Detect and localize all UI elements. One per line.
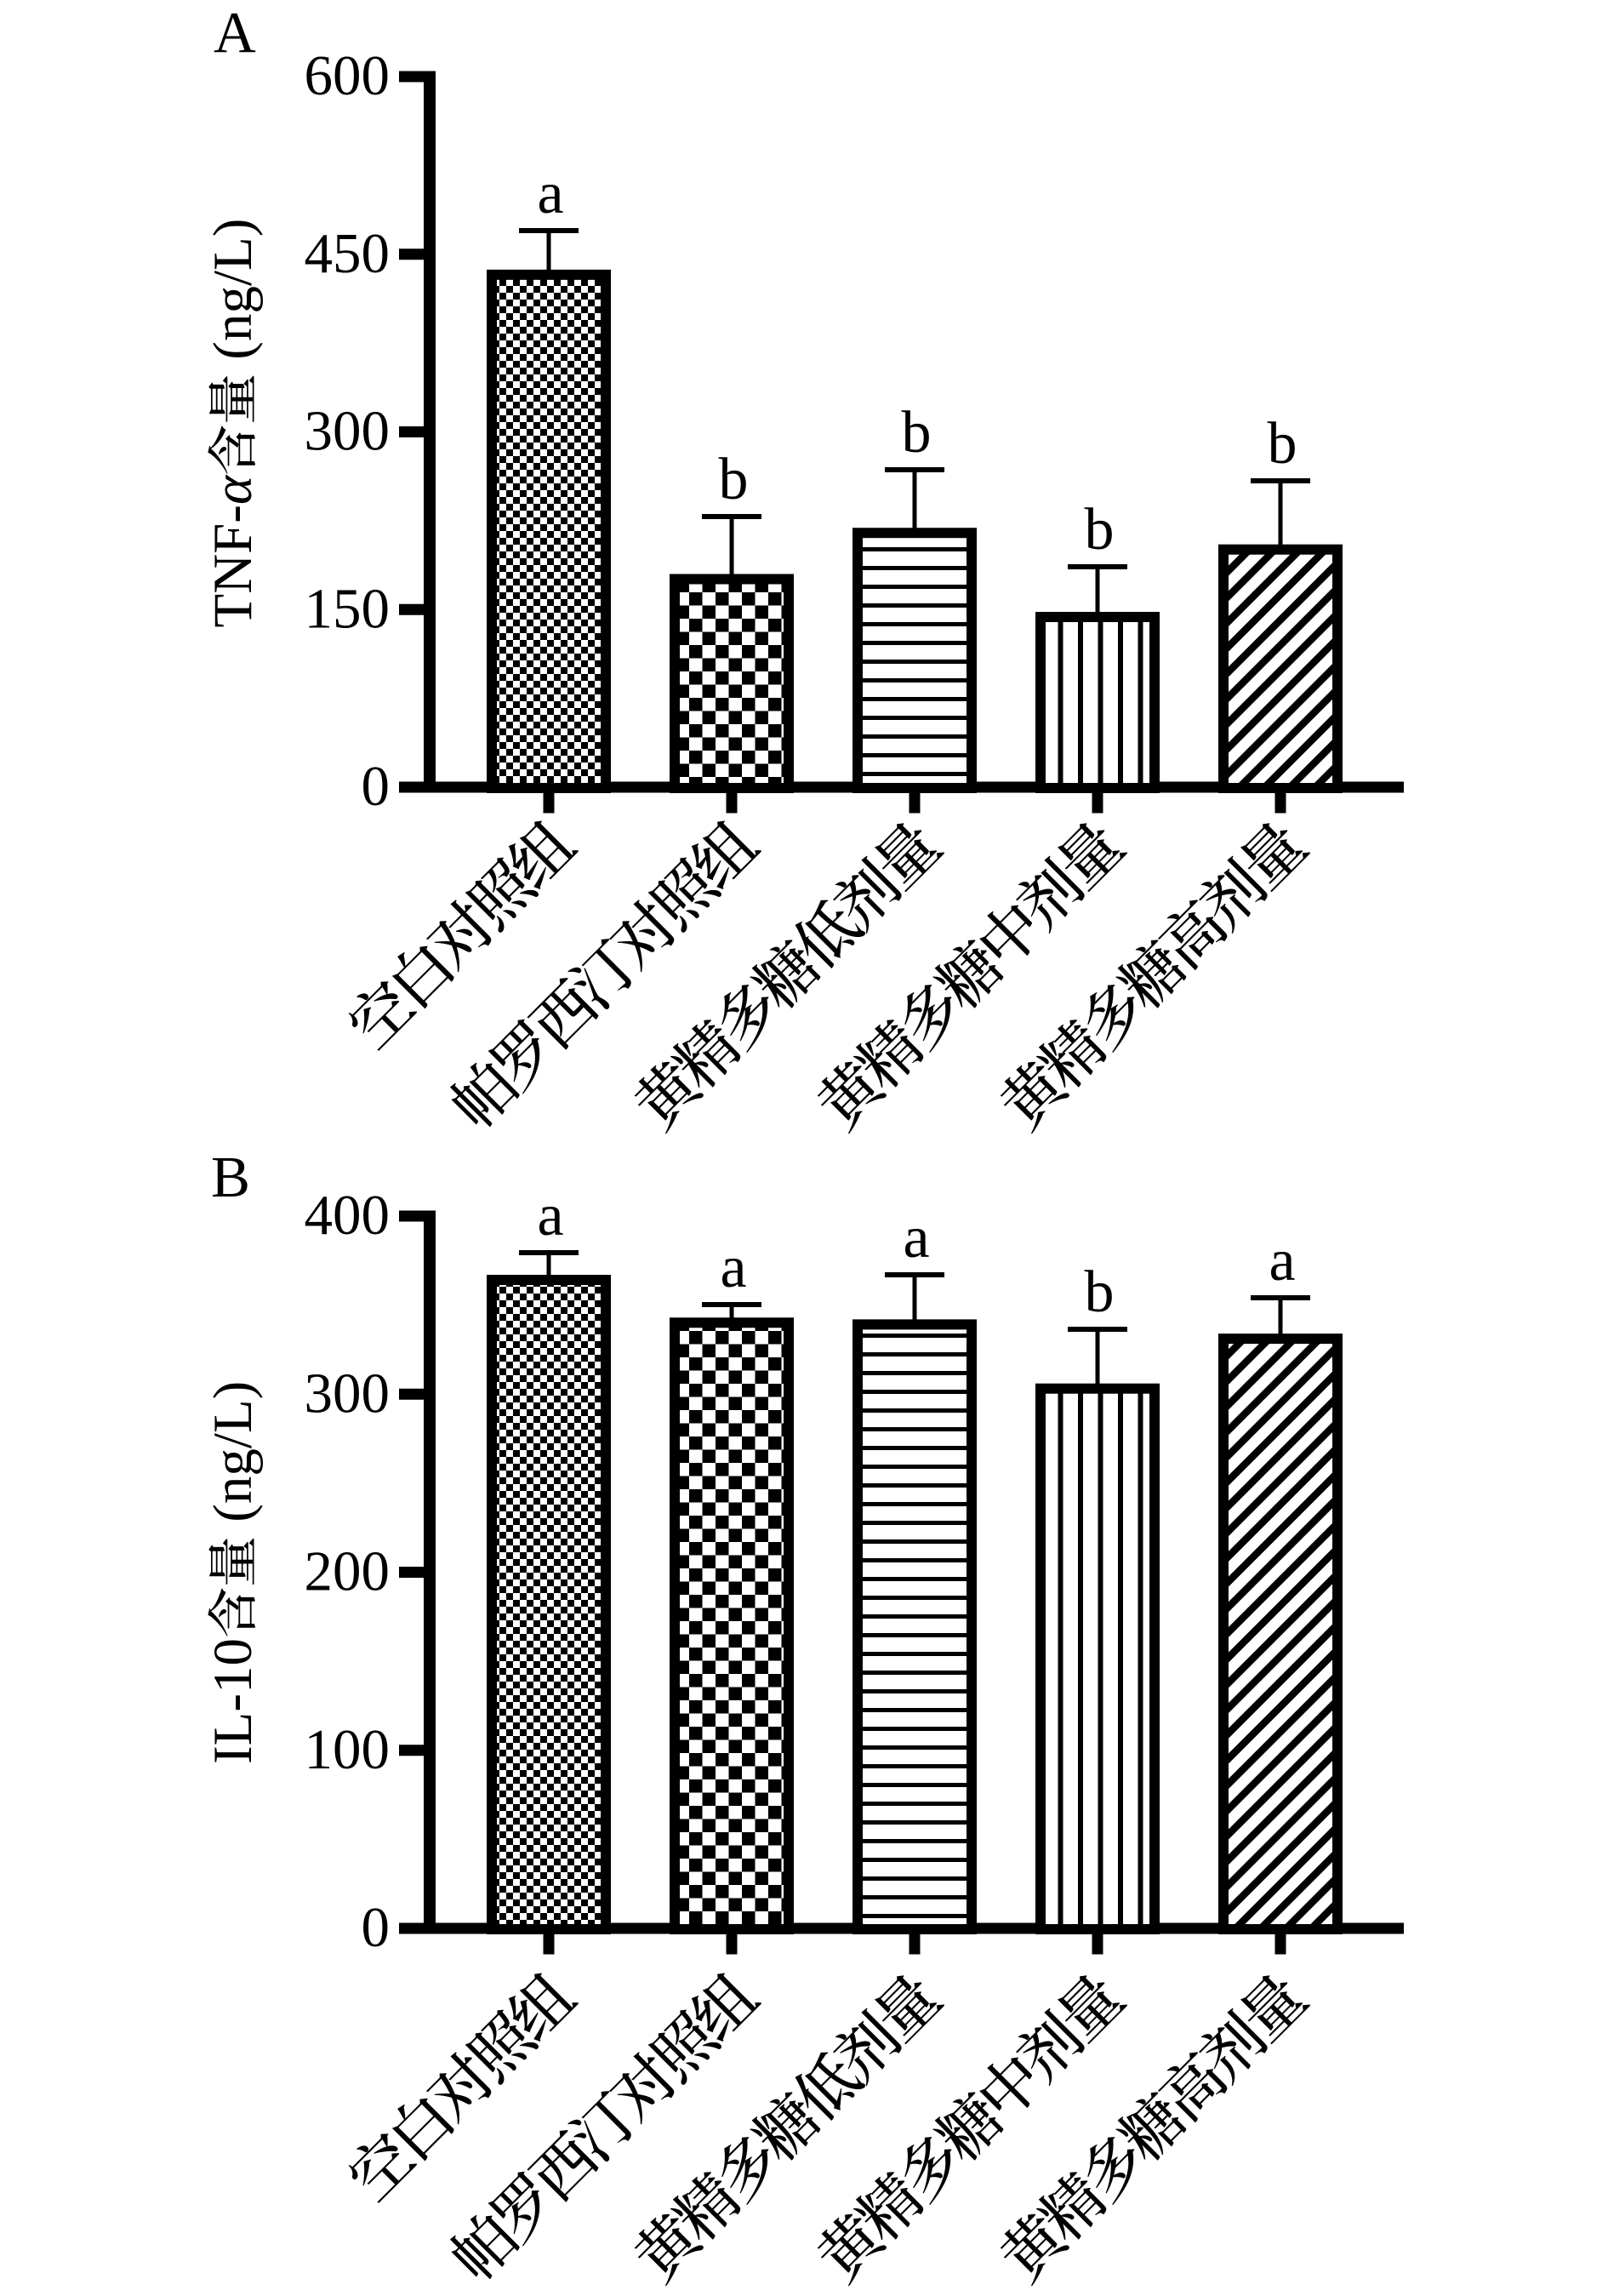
svg-text:a: a — [537, 1183, 563, 1248]
svg-text:100: 100 — [305, 1718, 391, 1781]
svg-text:450: 450 — [305, 222, 391, 285]
svg-text:200: 200 — [305, 1540, 391, 1603]
svg-text:150: 150 — [305, 577, 391, 640]
svg-text:600: 600 — [305, 44, 391, 107]
svg-text:a: a — [1269, 1228, 1295, 1294]
svg-text:TNF-: TNF- — [202, 505, 264, 627]
svg-text:α: α — [202, 474, 264, 505]
svg-text:300: 300 — [305, 400, 391, 463]
svg-text:(ng/L): (ng/L) — [202, 1381, 264, 1536]
svg-text:a: a — [537, 161, 563, 226]
svg-text:b: b — [1085, 497, 1115, 563]
svg-text:(ng/L): (ng/L) — [202, 219, 264, 374]
svg-text:A: A — [214, 0, 256, 65]
svg-text:IL-10: IL-10 — [202, 1638, 264, 1764]
svg-text:400: 400 — [305, 1184, 391, 1247]
svg-text:B: B — [211, 1145, 250, 1209]
svg-text:0: 0 — [362, 755, 391, 818]
svg-text:b: b — [719, 447, 749, 512]
svg-text:b: b — [1268, 411, 1297, 477]
svg-text:0: 0 — [362, 1896, 391, 1959]
svg-text:b: b — [902, 400, 932, 465]
svg-text:300: 300 — [305, 1362, 391, 1425]
svg-text:a: a — [903, 1205, 929, 1271]
svg-text:b: b — [1085, 1259, 1115, 1325]
svg-text:a: a — [720, 1235, 746, 1300]
